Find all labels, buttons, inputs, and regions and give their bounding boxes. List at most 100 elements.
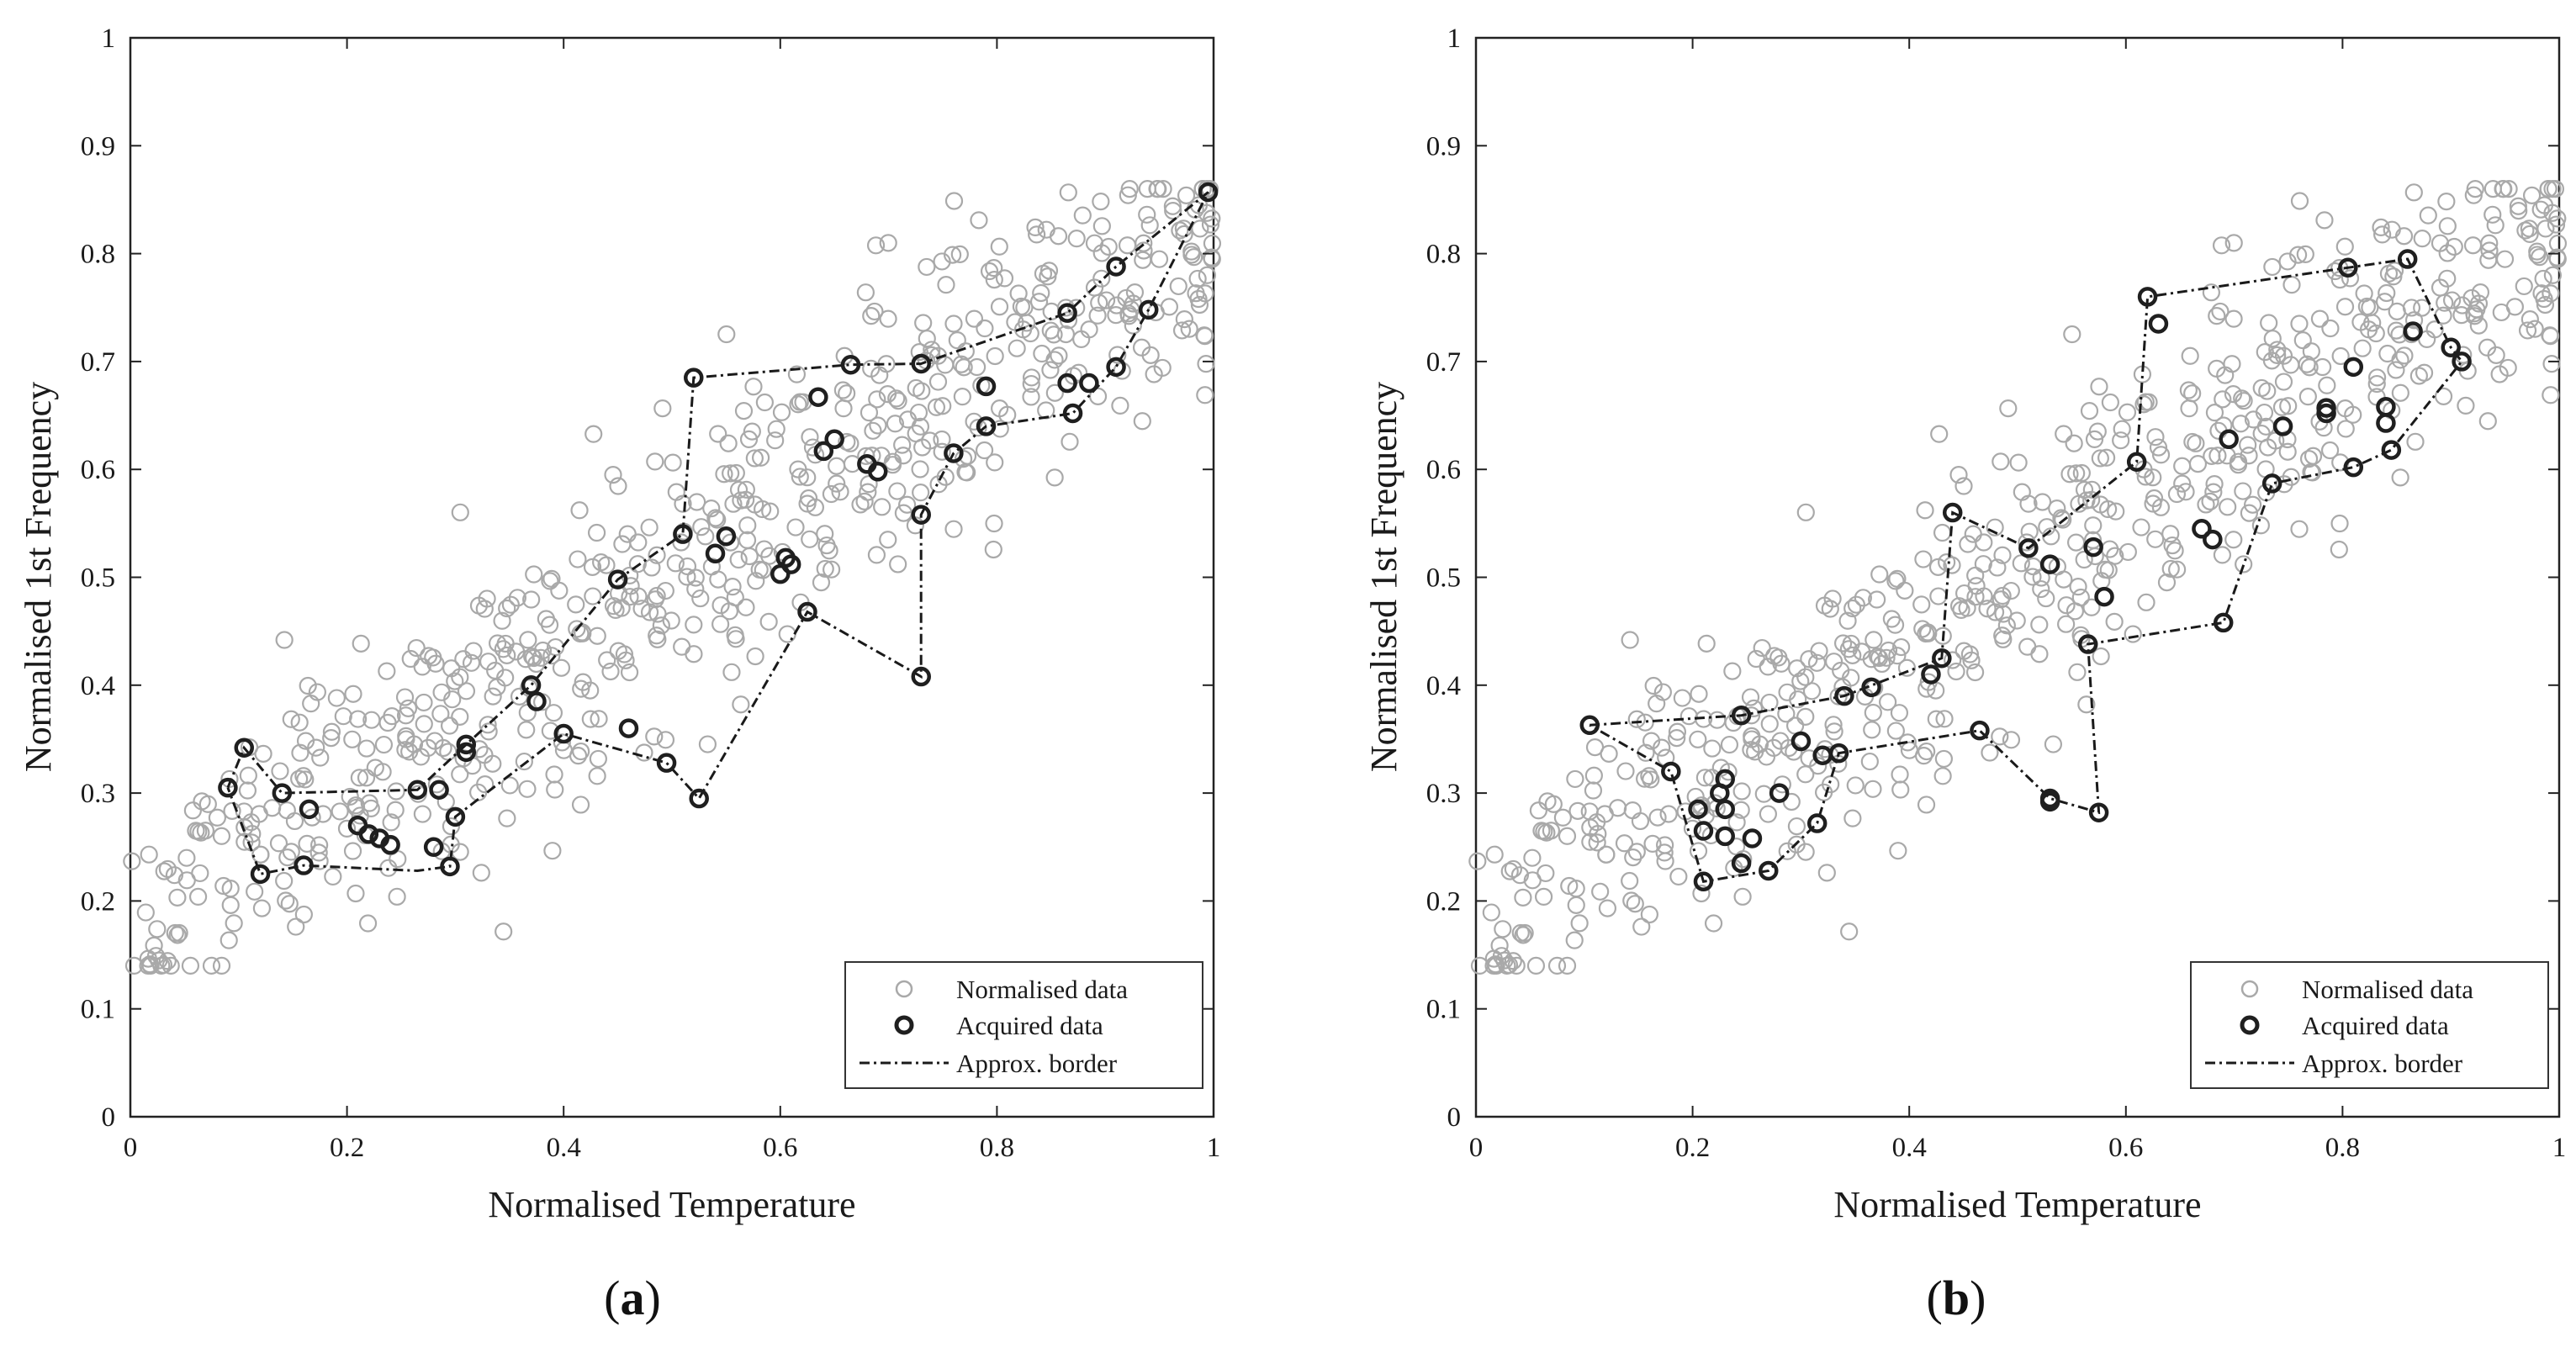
normalised-data-point — [1088, 306, 1107, 325]
normalised-data-point — [976, 319, 994, 338]
normalised-data-point — [2321, 319, 2340, 338]
normalised-data-point — [165, 866, 184, 885]
normalised-data-point — [2205, 404, 2224, 422]
normalised-data-point — [2480, 234, 2499, 252]
y-tick-label: 0.2 — [1426, 886, 1461, 917]
normalised-data-point — [1992, 590, 2010, 609]
normalised-data-point — [628, 555, 647, 574]
normalised-data-point — [1692, 884, 1711, 903]
acquired-data-point — [2192, 519, 2212, 539]
normalised-data-point — [873, 498, 891, 516]
normalised-data-point — [1061, 432, 1079, 451]
normalised-data-point — [2452, 306, 2471, 325]
normalised-data-point — [687, 493, 706, 511]
normalised-data-point — [691, 589, 710, 608]
x-tick-label: 0.2 — [330, 1133, 364, 1163]
x-tick-label: 0.4 — [1892, 1133, 1927, 1163]
normalised-data-point — [486, 661, 505, 680]
normalised-data-point — [1566, 769, 1584, 789]
normalised-data-point — [2434, 387, 2453, 405]
normalised-data-point — [2231, 415, 2251, 433]
normalised-data-point — [698, 735, 717, 753]
normalised-data-point — [524, 648, 543, 668]
normalised-data-point — [722, 464, 740, 483]
normalised-data-point — [1689, 730, 1707, 748]
normalised-data-point — [366, 759, 384, 777]
normalised-data-point — [2173, 457, 2192, 475]
normalised-data-point — [221, 896, 240, 914]
legend-label-border: Approx. border — [956, 1049, 1118, 1078]
normalised-data-point — [986, 346, 1004, 366]
acquired-data-point — [1970, 720, 1990, 741]
normalised-data-point — [1690, 685, 1708, 703]
normalised-data-point — [1760, 693, 1779, 712]
normalised-data-point — [1843, 809, 1862, 827]
normalised-data-point — [1124, 316, 1142, 335]
normalised-data-point — [717, 325, 736, 344]
normalised-data-point — [2055, 570, 2073, 589]
normalised-data-point — [1991, 727, 2009, 746]
normalised-data-point — [1870, 648, 1889, 668]
normalised-data-point — [569, 550, 587, 568]
normalised-data-point — [2442, 291, 2462, 309]
normalised-data-point — [1824, 716, 1843, 734]
normalised-data-point — [2066, 533, 2086, 552]
normalised-data-point — [889, 555, 907, 574]
normalised-data-point — [426, 732, 444, 750]
normalised-data-point — [1175, 310, 1193, 329]
acquired-data-point — [2219, 429, 2239, 450]
acquired-data-point — [218, 777, 238, 798]
acquired-data-point — [1731, 853, 1752, 874]
acquired-data-point — [1106, 256, 1126, 277]
normalised-data-point — [2085, 430, 2104, 448]
normalised-data-point — [2256, 343, 2274, 362]
normalised-data-point — [1150, 250, 1169, 268]
normalised-data-point — [2214, 390, 2232, 409]
normalised-data-point — [1163, 197, 1182, 215]
normalised-data-point — [154, 955, 173, 975]
normalised-data-point — [739, 430, 759, 448]
acquired-data-point — [1861, 677, 1881, 698]
normalised-data-point — [374, 735, 394, 754]
normalised-data-point — [787, 365, 807, 383]
normalised-data-point — [1538, 792, 1557, 811]
normalised-data-point — [1632, 917, 1651, 936]
y-tick-label: 0.5 — [81, 563, 115, 594]
normalised-data-point — [1133, 412, 1151, 431]
normalised-data-point — [584, 587, 602, 605]
acquired-data-point — [673, 524, 693, 544]
normalised-data-point — [2168, 560, 2187, 579]
normalised-data-point — [948, 331, 966, 350]
normalised-data-point — [2535, 196, 2554, 214]
y-tick-label: 0.5 — [1426, 563, 1461, 594]
normalised-data-point — [732, 695, 750, 714]
acquired-data-layer — [218, 182, 1219, 885]
normalised-data-point — [789, 460, 807, 478]
y-tick-label: 0.8 — [1426, 240, 1461, 270]
normalised-data-point — [407, 638, 426, 658]
normalised-data-point — [2288, 246, 2308, 264]
normalised-data-point — [2539, 180, 2557, 198]
normalised-data-point — [1197, 355, 1215, 373]
normalised-data-point — [1695, 769, 1714, 787]
normalised-data-point — [1627, 843, 1646, 861]
normalised-data-point — [494, 640, 512, 658]
acquired-data-point — [2441, 337, 2461, 357]
normalised-data-point — [1515, 923, 1534, 943]
normalised-data-point — [396, 706, 415, 725]
normalised-data-point — [1668, 722, 1687, 741]
y-tick-label: 0.3 — [1426, 779, 1461, 809]
normalised-data-point — [2375, 293, 2394, 311]
acquired-data-point — [607, 569, 628, 589]
normalised-data-point — [2404, 183, 2423, 202]
approx-border-line — [226, 191, 1209, 876]
normalised-data-point — [2298, 388, 2317, 406]
normalised-data-point — [2240, 447, 2258, 465]
normalised-data-point — [1177, 186, 1196, 204]
normalised-data-point — [2054, 510, 2072, 529]
normalised-data-point — [1993, 546, 2012, 564]
acquired-data-point — [272, 783, 293, 803]
normalised-data-point — [894, 447, 912, 465]
normalised-data-point — [1018, 314, 1036, 332]
acquired-data-point — [716, 526, 737, 547]
